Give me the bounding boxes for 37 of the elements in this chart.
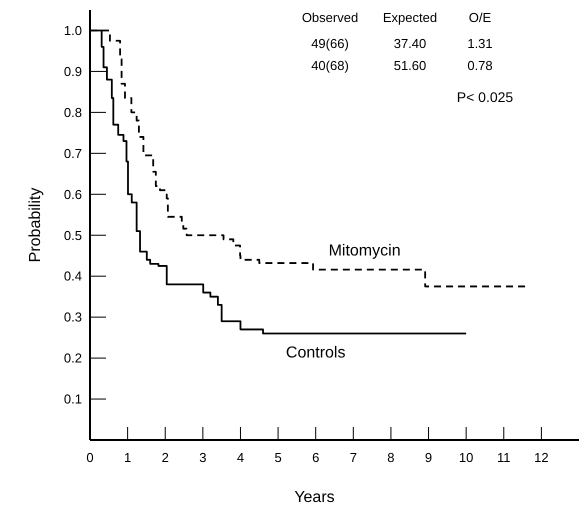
annotation: Expected (382, 10, 438, 25)
y-tick-label: 0.5 (64, 228, 82, 243)
x-tick-label: 0 (86, 450, 94, 465)
annotation: 51.60 (394, 58, 426, 73)
annotation: O/E (468, 10, 492, 25)
x-tick-label: 6 (312, 450, 320, 465)
y-tick-label: 0.7 (64, 146, 82, 161)
y-tick-label: 0.8 (64, 104, 82, 120)
y-tick-label: 0.4 (64, 268, 82, 284)
y-tick-label: 0.6 (64, 186, 82, 202)
series-label: Mitomycin (328, 242, 401, 260)
x-tick-label: 1 (124, 450, 132, 465)
x-tick-label: 12 (534, 450, 549, 465)
y-tick-label: 1.0 (64, 23, 82, 38)
x-axis-title: Years (294, 489, 335, 506)
y-tick-label: 0.9 (64, 64, 82, 79)
x-tick-label: 9 (424, 450, 432, 465)
annotation: 1.31 (467, 36, 493, 51)
x-tick-label: 11 (497, 450, 511, 465)
y-tick-label: 0.2 (64, 350, 82, 366)
x-tick-label: 5 (274, 450, 282, 465)
y-tick-label: 0.3 (64, 310, 82, 325)
y-axis-title: Probability (27, 188, 44, 262)
annotation: 49(66) (311, 36, 349, 51)
x-tick-label: 4 (236, 450, 244, 465)
series-label: Controls (286, 344, 346, 362)
annotation: Observed (302, 10, 358, 25)
y-tick-label: 0.1 (64, 392, 82, 407)
annotation: 37.40 (394, 36, 426, 51)
x-tick-label: 10 (458, 450, 474, 465)
x-tick-label: 8 (387, 450, 395, 465)
x-tick-label: 7 (350, 450, 357, 465)
annotation: 40(68) (311, 58, 349, 73)
annotation: P< 0.025 (456, 89, 514, 105)
annotation: 0.78 (467, 58, 493, 73)
x-tick-label: 2 (162, 450, 169, 465)
x-tick-label: 3 (199, 450, 206, 465)
